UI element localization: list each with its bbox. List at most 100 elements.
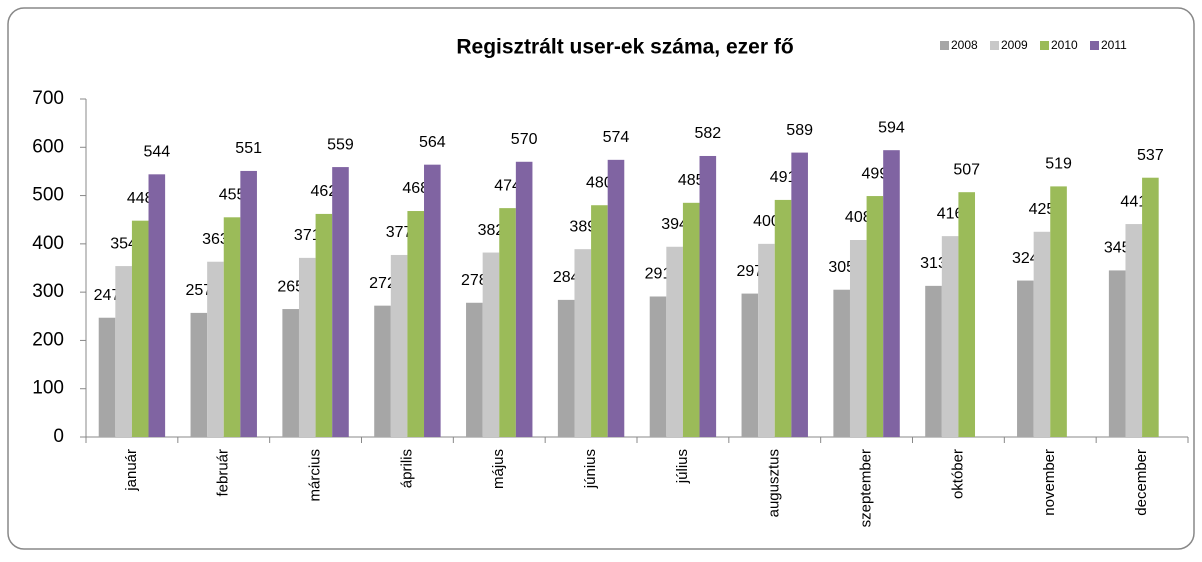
- bar: [1050, 186, 1067, 437]
- bar: [1142, 177, 1159, 437]
- bar: [741, 293, 759, 437]
- bar: [1125, 224, 1143, 437]
- bar: [466, 302, 483, 437]
- bar: [699, 155, 717, 437]
- data-label: 305: [828, 259, 855, 276]
- legend-label: 2009: [1001, 38, 1028, 52]
- x-tick-label: október: [949, 449, 966, 499]
- bar: [1033, 231, 1051, 437]
- bar: [190, 312, 208, 437]
- x-tick-label: június: [582, 449, 599, 489]
- bar: [866, 196, 884, 437]
- data-label: 363: [202, 231, 229, 248]
- legend-swatch: [990, 41, 999, 50]
- bar: [666, 246, 683, 437]
- data-label: 257: [185, 282, 212, 299]
- bar: [557, 299, 575, 437]
- bar: [574, 249, 592, 437]
- y-tick-label: 400: [32, 233, 64, 254]
- data-label: 284: [553, 269, 580, 286]
- bar: [332, 167, 349, 437]
- bar: [607, 159, 625, 437]
- data-label: 400: [753, 213, 780, 230]
- x-tick-label: szeptember: [858, 449, 875, 527]
- data-label: 354: [110, 235, 137, 252]
- bar: [774, 199, 792, 437]
- data-label: 462: [311, 183, 338, 200]
- bar: [849, 239, 867, 437]
- y-tick-label: 700: [32, 88, 64, 109]
- y-tick-label: 0: [53, 426, 64, 447]
- data-label: 416: [937, 205, 964, 222]
- y-tick-label: 100: [32, 378, 64, 399]
- bar: [791, 152, 808, 437]
- data-label: 394: [661, 216, 688, 233]
- data-label: 324: [1012, 250, 1039, 267]
- chart-title: Regisztrált user-ek száma, ezer fő: [456, 36, 793, 59]
- bar: [649, 296, 667, 437]
- bar: [499, 208, 516, 437]
- data-label: 425: [1029, 201, 1056, 218]
- data-label: 480: [586, 174, 613, 191]
- data-label: 297: [736, 263, 763, 280]
- bar: [1017, 280, 1034, 437]
- data-label: 441: [1120, 193, 1147, 210]
- x-tick-label: április: [398, 449, 415, 488]
- bar: [315, 213, 333, 437]
- data-label: 582: [694, 125, 721, 142]
- legend-swatch: [940, 41, 949, 50]
- data-label: 574: [603, 129, 630, 146]
- data-label: 589: [786, 122, 813, 139]
- data-label: 594: [878, 119, 905, 136]
- y-tick-label: 300: [32, 281, 64, 302]
- y-tick-label: 500: [32, 185, 64, 206]
- data-label: 313: [920, 255, 947, 272]
- legend-label: 2011: [1101, 38, 1127, 52]
- bar: [390, 254, 408, 437]
- data-label: 570: [511, 131, 538, 148]
- x-tick-label: március: [307, 449, 324, 502]
- data-label: 468: [402, 180, 429, 197]
- data-label: 544: [143, 144, 170, 161]
- x-tick-label: augusztus: [766, 449, 783, 517]
- data-label: 455: [219, 187, 246, 204]
- x-tick-label: május: [490, 449, 507, 489]
- bar: [482, 252, 500, 437]
- bar: [883, 150, 900, 437]
- data-label: 564: [419, 134, 446, 151]
- data-label: 278: [461, 272, 488, 289]
- bar: [115, 266, 132, 437]
- bar: [515, 161, 533, 437]
- x-tick-label: január: [123, 449, 140, 492]
- data-label: 537: [1137, 147, 1164, 164]
- data-label: 272: [369, 275, 396, 292]
- bar: [223, 217, 241, 437]
- data-label: 371: [294, 227, 321, 244]
- legend-swatch: [1040, 41, 1049, 50]
- bar: [98, 317, 116, 437]
- y-tick-label: 200: [32, 329, 64, 350]
- legend-label: 2008: [951, 38, 978, 52]
- bar: [131, 220, 149, 437]
- y-tick-label: 600: [32, 136, 64, 157]
- data-label: 448: [127, 190, 154, 207]
- data-label: 291: [645, 266, 672, 283]
- bar: [925, 285, 942, 437]
- legend-label: 2010: [1051, 38, 1078, 52]
- data-label: 507: [953, 161, 980, 178]
- legend-swatch: [1090, 41, 1099, 50]
- bar: [207, 261, 224, 437]
- bar: [374, 305, 391, 437]
- bar: [758, 243, 775, 437]
- data-label: 499: [862, 165, 889, 182]
- data-label: 491: [770, 169, 797, 186]
- data-label: 345: [1104, 240, 1131, 257]
- data-label: 247: [94, 287, 121, 304]
- data-label: 389: [569, 218, 596, 235]
- bar: [591, 205, 608, 437]
- bar: [282, 309, 299, 437]
- data-label: 377: [386, 224, 413, 241]
- data-label: 265: [277, 278, 304, 295]
- bar: [958, 192, 976, 437]
